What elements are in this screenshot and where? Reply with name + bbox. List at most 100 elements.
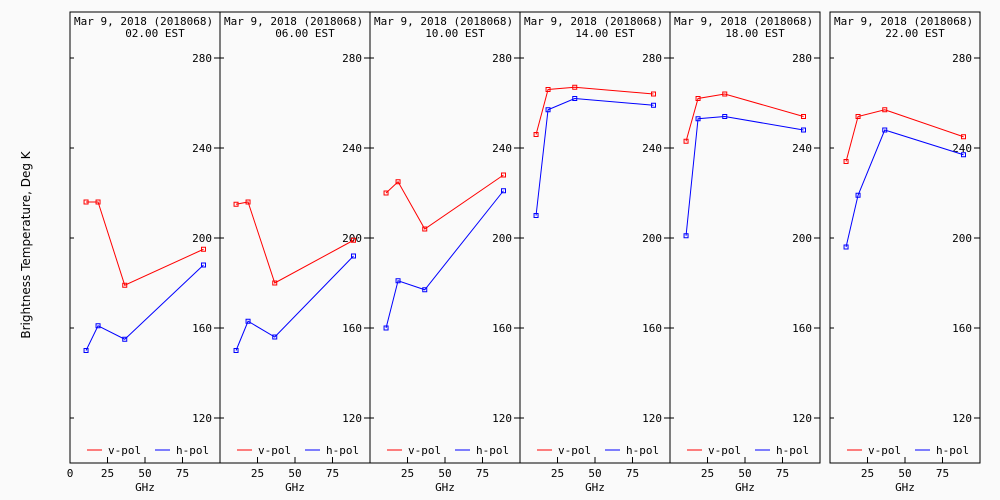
series-line-h-pol bbox=[85, 264, 204, 351]
data-point-h-pol bbox=[272, 334, 278, 340]
data-point-h-pol bbox=[201, 262, 206, 268]
x-tick-label: 25 bbox=[701, 467, 714, 480]
legend-label-h-pol: h-pol bbox=[626, 444, 659, 457]
x-tick-label: 25 bbox=[861, 467, 874, 480]
data-point-v-pol bbox=[695, 96, 701, 101]
legend-label-h-pol: h-pol bbox=[176, 444, 209, 457]
legend-label-v-pol: v-pol bbox=[708, 444, 741, 457]
y-tick-label: 160 bbox=[492, 322, 512, 335]
y-tick-label: 200 bbox=[642, 232, 662, 245]
y-tick-label: 120 bbox=[952, 412, 972, 425]
data-point-v-pol bbox=[122, 282, 128, 288]
data-point-v-pol bbox=[801, 114, 806, 119]
data-point-v-pol bbox=[843, 159, 849, 164]
data-point-v-pol bbox=[95, 199, 101, 205]
legend-label-v-pol: v-pol bbox=[108, 444, 141, 457]
series-line-v-pol bbox=[845, 109, 964, 162]
panel-title-time: 06.00 EST bbox=[275, 27, 335, 40]
data-point-h-pol bbox=[855, 192, 861, 198]
data-point-h-pol bbox=[122, 336, 128, 342]
y-axis-label: Brightness Temperature, Deg K bbox=[19, 150, 33, 338]
y-tick-label: 120 bbox=[642, 412, 662, 425]
y-tick-label: 120 bbox=[492, 412, 512, 425]
data-point-h-pol bbox=[843, 244, 849, 250]
data-point-v-pol bbox=[651, 91, 656, 97]
y-tick-label: 280 bbox=[192, 52, 212, 65]
data-point-v-pol bbox=[533, 132, 539, 137]
legend-label-h-pol: h-pol bbox=[326, 444, 359, 457]
legend-label-v-pol: v-pol bbox=[258, 444, 291, 457]
y-tick-label: 160 bbox=[192, 322, 212, 335]
data-point-h-pol bbox=[501, 188, 506, 194]
series-line-v-pol bbox=[685, 93, 804, 142]
y-tick-label: 200 bbox=[792, 232, 812, 245]
data-point-h-pol bbox=[545, 107, 551, 113]
x-tick-label: 75 bbox=[326, 467, 339, 480]
y-tick-label: 240 bbox=[342, 142, 362, 155]
series-line-h-pol bbox=[385, 190, 504, 329]
panel-title-time: 10.00 EST bbox=[425, 27, 485, 40]
data-point-v-pol bbox=[683, 138, 689, 144]
data-point-v-pol bbox=[201, 246, 206, 252]
y-tick-label: 120 bbox=[792, 412, 812, 425]
panel-title-date: Mar 9, 2018 (2018068) bbox=[374, 15, 513, 28]
x-tick-label: 75 bbox=[776, 467, 789, 480]
data-point-h-pol bbox=[882, 127, 888, 133]
y-tick-label: 120 bbox=[342, 412, 362, 425]
data-point-h-pol bbox=[801, 127, 806, 133]
series-line-v-pol bbox=[235, 201, 354, 284]
panel-title-time: 14.00 EST bbox=[575, 27, 635, 40]
data-point-h-pol bbox=[533, 213, 539, 218]
data-point-h-pol bbox=[683, 233, 689, 239]
data-point-h-pol bbox=[383, 325, 389, 331]
y-tick-label: 280 bbox=[952, 52, 972, 65]
data-point-h-pol bbox=[395, 278, 401, 284]
data-point-v-pol bbox=[351, 237, 356, 243]
y-tick-label: 240 bbox=[792, 142, 812, 155]
chart-panel-4: Mar 9, 2018 (2018068)14.00 EST 25 50 75 GHz 1… bbox=[519, 11, 671, 494]
y-tick-label: 200 bbox=[952, 232, 972, 245]
y-tick-label: 280 bbox=[642, 52, 662, 65]
legend-label-v-pol: v-pol bbox=[408, 444, 441, 457]
x-tick-label: 50 bbox=[438, 467, 451, 480]
data-point-v-pol bbox=[501, 172, 506, 178]
legend-label-h-pol: h-pol bbox=[476, 444, 509, 457]
data-point-v-pol bbox=[245, 199, 251, 205]
x-tick-label: 50 bbox=[738, 467, 751, 480]
data-point-h-pol bbox=[351, 253, 356, 259]
series-line-h-pol bbox=[235, 255, 354, 351]
x-tick-label: 75 bbox=[176, 467, 189, 480]
series-line-v-pol bbox=[86, 201, 204, 286]
panel-title-date: Mar 9, 2018 (2018068) bbox=[834, 15, 973, 28]
data-point-v-pol bbox=[422, 226, 428, 232]
x-axis-label: GHz bbox=[285, 481, 305, 494]
x-axis-label: GHz bbox=[585, 481, 605, 494]
x-tick-label: 75 bbox=[476, 467, 489, 480]
x-axis-label: GHz bbox=[735, 481, 755, 494]
x-axis-label: GHz bbox=[135, 481, 155, 494]
x-tick-label: 25 bbox=[251, 467, 264, 480]
data-point-v-pol bbox=[722, 91, 728, 97]
x-tick-label: 75 bbox=[936, 467, 949, 480]
y-tick-label: 200 bbox=[492, 232, 512, 245]
data-point-v-pol bbox=[572, 84, 578, 90]
legend-label-v-pol: v-pol bbox=[868, 444, 901, 457]
y-tick-label: 240 bbox=[192, 142, 212, 155]
data-point-h-pol bbox=[961, 152, 966, 158]
legend-label-h-pol: h-pol bbox=[936, 444, 969, 457]
panel-title-time: 02.00 EST bbox=[125, 27, 185, 40]
chart-panel-2: Mar 9, 2018 (2018068)06.00 EST 25 50 75 GHz 1… bbox=[219, 11, 371, 494]
y-tick-label: 240 bbox=[492, 142, 512, 155]
x-axis-label: GHz bbox=[895, 481, 915, 494]
x-tick-label: 50 bbox=[288, 467, 301, 480]
data-point-h-pol bbox=[695, 116, 701, 122]
panel-title-date: Mar 9, 2018 (2018068) bbox=[524, 15, 663, 28]
panel-title-time: 18.00 EST bbox=[725, 27, 785, 40]
data-point-v-pol bbox=[383, 190, 389, 196]
panel-title-date: Mar 9, 2018 (2018068) bbox=[674, 15, 813, 28]
data-point-v-pol bbox=[233, 201, 239, 207]
y-tick-label: 280 bbox=[792, 52, 812, 65]
x-tick-label: 25 bbox=[551, 467, 564, 480]
